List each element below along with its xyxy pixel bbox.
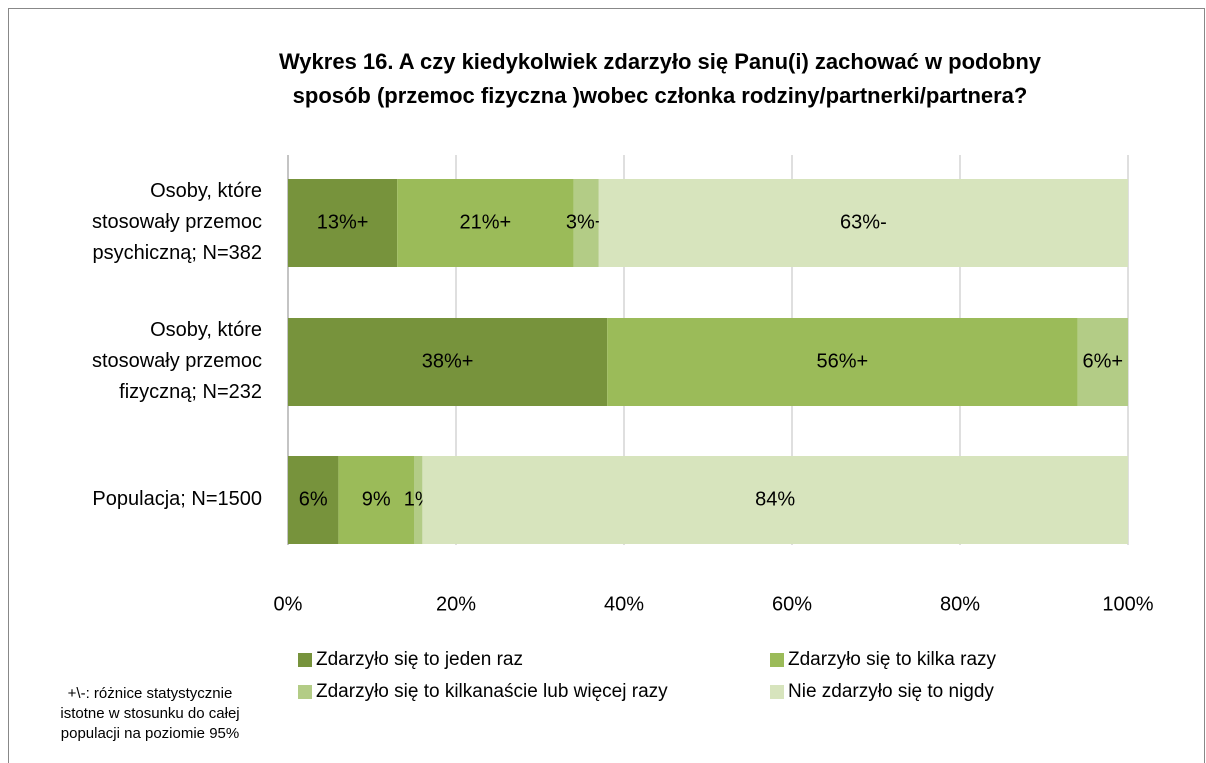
data-label: 38%+: [422, 350, 474, 372]
chart-title: Wykres 16. A czy kiedykolwiek zdarzyło s…: [279, 49, 1042, 108]
legend-label: Zdarzyło się to kilka razy: [788, 649, 997, 670]
bar-segment: [288, 179, 398, 267]
data-label: 6%: [299, 488, 328, 510]
x-tick-label: 60%: [772, 593, 812, 615]
data-label: 13%+: [317, 211, 369, 233]
legend-swatch: [298, 653, 312, 667]
chart-border: [8, 8, 1205, 763]
legend-label: Nie zdarzyło się to nigdy: [788, 681, 994, 702]
annotation: +\-: różnice statystycznie istotne w stos…: [60, 685, 239, 742]
legend-swatch: [770, 653, 784, 667]
bar-segment: [288, 456, 339, 544]
data-label: 6%+: [1083, 350, 1124, 372]
legend-label: Zdarzyło się to jeden raz: [316, 649, 523, 670]
bar-segment: [414, 456, 423, 544]
bar-segment: [607, 318, 1078, 406]
x-tick-label: 100%: [1102, 593, 1153, 615]
bar-segment: [598, 179, 1128, 267]
bar-segment: [397, 179, 574, 267]
data-label: 63%-: [840, 211, 887, 233]
bar-segment: [338, 456, 414, 544]
x-tick-label: 80%: [940, 593, 980, 615]
data-label: 3%+: [566, 211, 607, 233]
bar-segment: [573, 179, 599, 267]
data-label: 21%+: [460, 211, 512, 233]
x-tick-label: 20%: [436, 593, 476, 615]
bar-segment: [288, 318, 608, 406]
data-label: 9%: [362, 488, 391, 510]
legend-swatch: [298, 685, 312, 699]
data-label: 84%: [755, 488, 795, 510]
x-tick-label: 40%: [604, 593, 644, 615]
x-tick-label: 0%: [274, 593, 303, 615]
bar-segment: [1077, 318, 1128, 406]
data-label: 56%+: [817, 350, 869, 372]
y-tick-label: Osoby, które stosowały przemoc psychiczną;…: [92, 180, 262, 264]
y-tick-label: Osoby, które stosowały przemoc fizyczną; N…: [92, 319, 262, 403]
y-tick-label: Populacja; N=1500: [92, 488, 262, 510]
legend-label: Zdarzyło się to kilkanaście lub więcej r…: [316, 681, 668, 702]
bar-segment: [422, 456, 1128, 544]
legend-swatch: [770, 685, 784, 699]
